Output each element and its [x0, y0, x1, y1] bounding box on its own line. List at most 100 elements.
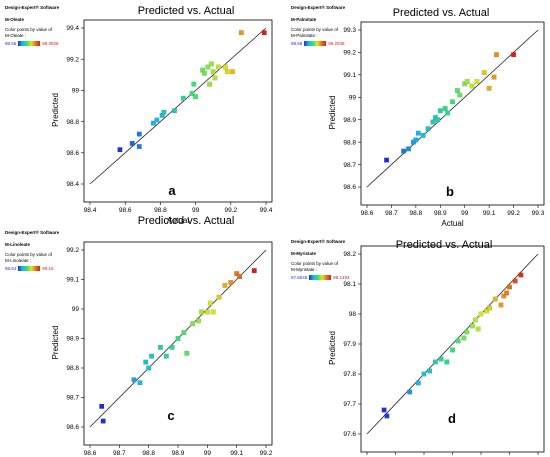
x-tick-label: 99 [461, 210, 469, 217]
data-point [437, 108, 443, 114]
data-point [129, 140, 135, 146]
chart-title: Predicted vs. Actual [138, 215, 235, 227]
data-point [461, 335, 467, 341]
color-min-label: 98.64 [5, 265, 17, 271]
color-scale: 98.68 99.2038 [291, 41, 345, 47]
data-point [228, 279, 234, 285]
software-name: Design-Expert® Software [291, 239, 346, 244]
data-point [427, 368, 433, 374]
data-point [455, 338, 461, 344]
data-point [442, 106, 448, 111]
x-tick-label: 99.2 [224, 207, 237, 214]
data-point [384, 413, 390, 419]
color-min-label: 98.68 [291, 40, 303, 46]
color-max-label: 99.3928 [42, 40, 59, 46]
y-tick-label: 99.1 [66, 277, 79, 284]
data-point [180, 95, 186, 101]
data-point [421, 371, 427, 377]
data-point [518, 272, 524, 278]
software-legend: Design-Expert® Software M-Palmitate Color … [291, 5, 345, 46]
software-legend: Design-Expert® Software M-Oleate Color poi… [5, 5, 59, 46]
data-point [444, 359, 450, 365]
color-scale: 98.64 99.16 [5, 266, 59, 272]
x-tick-label: 99 [204, 450, 212, 457]
data-point [450, 99, 455, 105]
y-tick-label: 97.9 [343, 341, 356, 348]
x-tick-label: 99.2 [507, 210, 520, 217]
y-tick-label: 99.2 [66, 247, 79, 254]
y-tick-label: 98.7 [66, 395, 79, 402]
data-point [491, 74, 497, 80]
panel-c: Predicted vs. Actual 98.6 98.7 98.8 98.9 99 99… [51, 215, 273, 457]
y-tick-label: 98.4 [66, 181, 79, 188]
data-point [445, 110, 451, 116]
panel-label: b [446, 184, 454, 199]
y-tick-label: 99.2 [343, 50, 356, 57]
color-gradient-bar [18, 265, 41, 271]
panel-label: c [167, 408, 174, 423]
software-legend: Design-Expert® Software M-Linoleate Color … [5, 230, 59, 271]
data-point [181, 330, 187, 336]
chart-title: Predicted vs. Actual [396, 239, 493, 251]
y-tick-label: 99.3 [343, 27, 356, 34]
data-point [223, 64, 228, 70]
x-tick-label: 98.8 [142, 450, 155, 457]
data-point [196, 318, 201, 324]
software-legend: Design-Expert® Software M-Myristate Color … [291, 239, 350, 280]
data-point [137, 380, 143, 386]
data-point [511, 52, 517, 58]
data-point [230, 69, 236, 75]
y-tick-label: 98.6 [343, 184, 356, 191]
data-point [207, 300, 213, 306]
data-point [154, 117, 160, 123]
x-tick-label: 98.4 [84, 207, 97, 214]
y-tick-label: 98.2 [343, 251, 356, 258]
y-tick-label: 98.6 [66, 150, 79, 157]
data-point [216, 294, 222, 300]
software-name: Design-Expert® Software [291, 5, 346, 10]
color-gradient-bar [304, 40, 327, 46]
data-point [149, 353, 155, 359]
data-point [457, 92, 463, 98]
data-point [208, 61, 214, 67]
data-point [486, 85, 492, 91]
data-point [184, 350, 190, 356]
data-point [492, 296, 498, 302]
color-label-line-2: M-Palmitate : [291, 32, 318, 38]
y-tick-label: 99.1 [343, 72, 356, 79]
color-min-label: 98.56 [5, 40, 17, 46]
chart-title: Predicted vs. Actual [138, 5, 235, 17]
panel-a: Predicted vs. Actual 98.4 98.6 98.8 99 99.2 99… [51, 5, 273, 225]
y-tick-label: 97.8 [343, 371, 356, 378]
color-gradient-bar [18, 40, 41, 46]
data-point [504, 290, 510, 296]
y-tick-label: 98.1 [343, 281, 356, 288]
data-point [420, 132, 426, 138]
data-point [175, 336, 181, 341]
x-tick-label: 98.8 [154, 207, 167, 214]
panel-d: Predicted vs. Actual 97.6 97.7 97.8 97.9 98 98… [328, 239, 545, 455]
x-tick-label: 99.3 [532, 210, 545, 217]
color-max-label: 99.16 [42, 265, 54, 271]
data-point [207, 81, 213, 87]
data-point [475, 326, 481, 332]
data-point [401, 148, 407, 154]
x-tick-label: 98.6 [84, 450, 97, 457]
panel-label: d [448, 411, 456, 426]
data-point [234, 271, 240, 277]
reference-line [366, 253, 539, 435]
color-scale: 98.56 99.3928 [5, 41, 59, 47]
data-point [432, 359, 438, 365]
data-point [163, 353, 169, 359]
data-point [464, 329, 470, 335]
data-point [507, 284, 512, 290]
x-tick-label: 98.6 [361, 210, 374, 217]
data-point [454, 88, 460, 94]
data-point [464, 79, 470, 85]
y-tick-label: 99.4 [66, 25, 79, 32]
data-point [136, 144, 142, 150]
data-point [161, 109, 167, 115]
data-point [407, 389, 413, 395]
reference-line [89, 27, 267, 185]
